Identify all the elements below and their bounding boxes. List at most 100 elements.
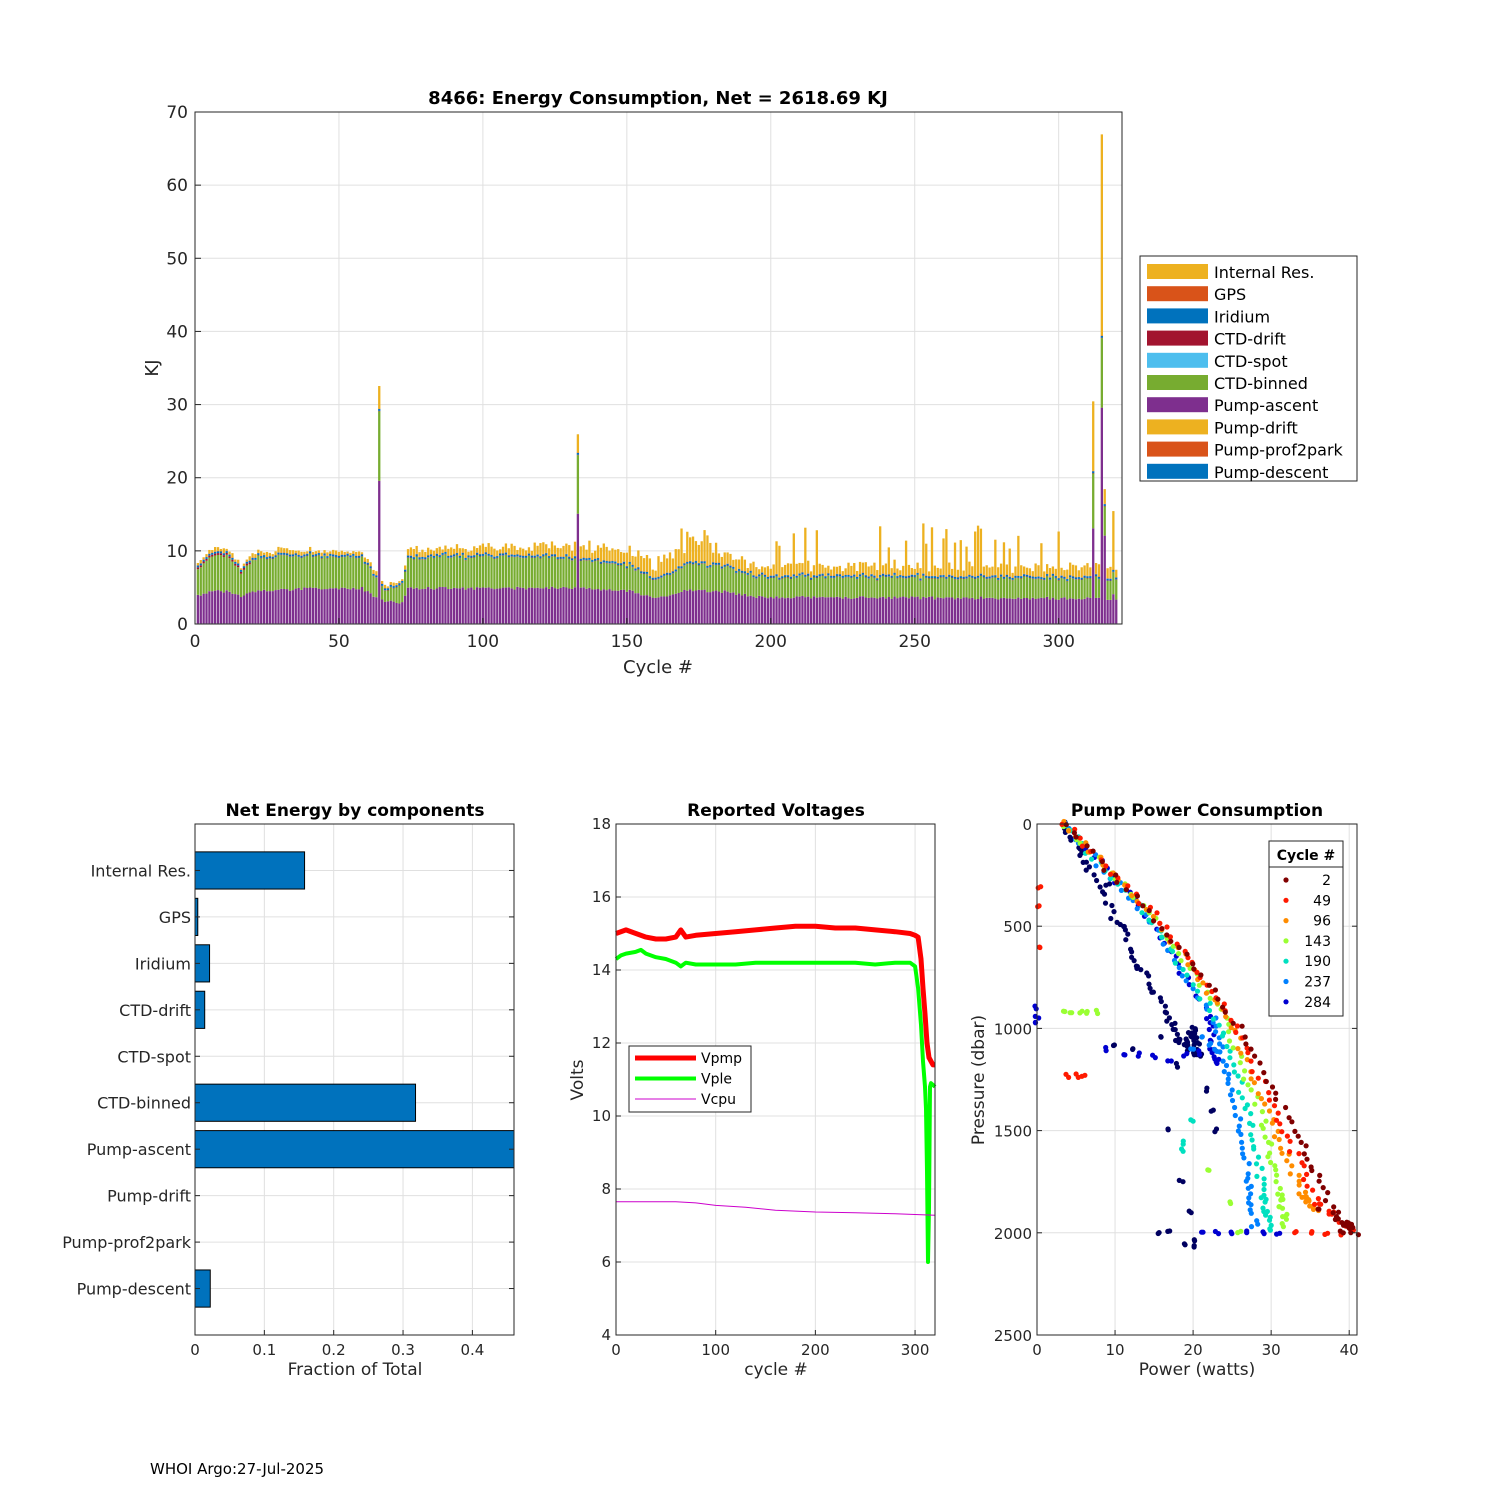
energy-bar-pump-ascent	[660, 596, 663, 624]
energy-bar-pump-ascent	[323, 589, 326, 624]
energy-bar-internal-res	[870, 565, 873, 574]
pump-point	[1152, 1055, 1158, 1061]
pump-point	[1255, 1091, 1261, 1097]
energy-bar-ctd-binned	[225, 554, 228, 591]
pump-point	[1302, 1194, 1308, 1200]
energy-bar-iridium	[260, 556, 263, 558]
energy-bar-internal-res	[858, 561, 862, 575]
pump-point	[1335, 1216, 1341, 1222]
energy-bar-internal-res	[1014, 566, 1017, 576]
energy-bar-iridium	[818, 574, 821, 577]
pump-point	[1301, 1151, 1307, 1157]
energy-bar-pump-ascent	[285, 589, 289, 624]
pump-xtick-label: 10	[1106, 1341, 1125, 1359]
energy-bar-ctd-binned	[588, 560, 591, 588]
energy-bar-internal-res	[599, 547, 603, 562]
energy-bar-pump-ascent	[844, 596, 847, 624]
pump-point	[1231, 1069, 1237, 1075]
energy-bar-internal-res	[663, 554, 666, 574]
energy-bar-iridium	[614, 561, 617, 564]
energy-bar-iridium	[533, 555, 536, 558]
energy-bar-internal-res	[907, 564, 911, 576]
energy-bar-ctd-binned	[671, 573, 675, 595]
energy-bar-ctd-binned	[1043, 580, 1046, 599]
energy-bar-pump-ascent	[743, 593, 747, 624]
energy-legend-swatch	[1147, 264, 1208, 279]
pump-point	[1196, 1051, 1203, 1058]
energy-bar-internal-res	[438, 546, 441, 555]
energy-bar-internal-res	[642, 558, 646, 572]
energy-bar-internal-res	[478, 545, 482, 554]
energy-bar-pump-ascent	[219, 591, 223, 624]
energy-bar-iridium	[1094, 574, 1098, 577]
energy-bar-iridium	[573, 556, 577, 559]
voltages-line-vple	[614, 947, 937, 1264]
energy-bar-ctd-binned	[827, 575, 830, 598]
voltages-ylabel: Volts	[568, 1059, 588, 1100]
pump-point	[1180, 1179, 1186, 1185]
energy-bar-internal-res	[306, 551, 309, 554]
energy-legend-swatch	[1147, 330, 1208, 346]
pump-point	[1079, 1073, 1085, 1079]
energy-bar-internal-res	[726, 552, 729, 564]
energy-bar-iridium	[594, 558, 597, 561]
energy-bar-pump-ascent	[870, 597, 873, 624]
pump-point	[1178, 958, 1184, 964]
pump-point	[1277, 1230, 1283, 1236]
energy-bar-ctd-binned	[781, 578, 784, 598]
energy-bar-ctd-binned	[735, 573, 738, 595]
energy-bar-pump-ascent	[329, 588, 332, 624]
pump-point	[1224, 1043, 1230, 1050]
energy-bar-pump-ascent	[1048, 599, 1052, 624]
energy-bar-iridium	[334, 555, 338, 557]
energy-bar-iridium	[689, 561, 692, 564]
energy-bar-internal-res	[1080, 567, 1083, 578]
energy-bar-pump-ascent	[372, 596, 375, 624]
energy-bar-iridium	[743, 571, 747, 574]
pump-point	[1191, 1244, 1197, 1250]
energy-bar-pump-ascent	[519, 587, 522, 624]
energy-bar-iridium	[654, 577, 657, 580]
pump-point	[1205, 1167, 1211, 1173]
energy-bar-pump-ascent	[553, 588, 557, 624]
energy-bar-pump-ascent	[1100, 407, 1103, 624]
energy-bar-internal-res	[219, 548, 223, 552]
energy-bar-internal-res	[429, 549, 433, 555]
energy-bar-ctd-binned	[660, 577, 663, 597]
pump-point	[1203, 990, 1209, 996]
energy-bar-pump-ascent	[847, 598, 850, 624]
energy-bar-internal-res	[657, 556, 660, 577]
energy-bar-ctd-binned	[1074, 579, 1078, 600]
energy-bar-ctd-binned	[539, 558, 542, 589]
pump-point	[1123, 887, 1129, 893]
energy-bar-pump-ascent	[1020, 598, 1023, 624]
energy-bar-ctd-binned	[378, 411, 381, 481]
energy-bar-internal-res	[850, 565, 853, 576]
energy-bar-ctd-binned	[893, 575, 896, 597]
energy-bar-ctd-binned	[709, 567, 712, 593]
energy-bar-pump-ascent	[712, 591, 715, 624]
energy-bar-pump-ascent	[556, 588, 559, 624]
energy-bar-pump-ascent	[971, 597, 974, 624]
energy-bar-ctd-binned	[930, 578, 934, 597]
pump-point	[1253, 1161, 1260, 1167]
energy-bar-iridium	[219, 551, 223, 554]
energy-bar-pump-ascent	[686, 590, 689, 624]
energy-bar-ctd-binned	[881, 575, 885, 597]
energy-axes-box	[194, 111, 1123, 625]
energy-bar-pump-ascent	[648, 596, 652, 624]
energy-bar-internal-res	[421, 549, 424, 557]
energy-bar-ctd-binned	[447, 558, 450, 590]
pump-point	[1101, 891, 1108, 897]
energy-bar-iridium	[640, 571, 643, 574]
energy-bar-iridium	[830, 575, 833, 578]
energy-bar-internal-res	[337, 551, 341, 556]
pump-point	[1296, 1178, 1302, 1184]
energy-bar-ctd-binned	[291, 556, 295, 591]
energy-bar-pump-ascent	[311, 587, 315, 624]
energy-bar-iridium	[968, 574, 971, 577]
energy-bar-pump-ascent	[1037, 598, 1040, 624]
energy-bar-internal-res	[389, 581, 392, 585]
energy-bar-iridium	[769, 575, 772, 578]
energy-bar-ctd-binned	[919, 580, 922, 600]
